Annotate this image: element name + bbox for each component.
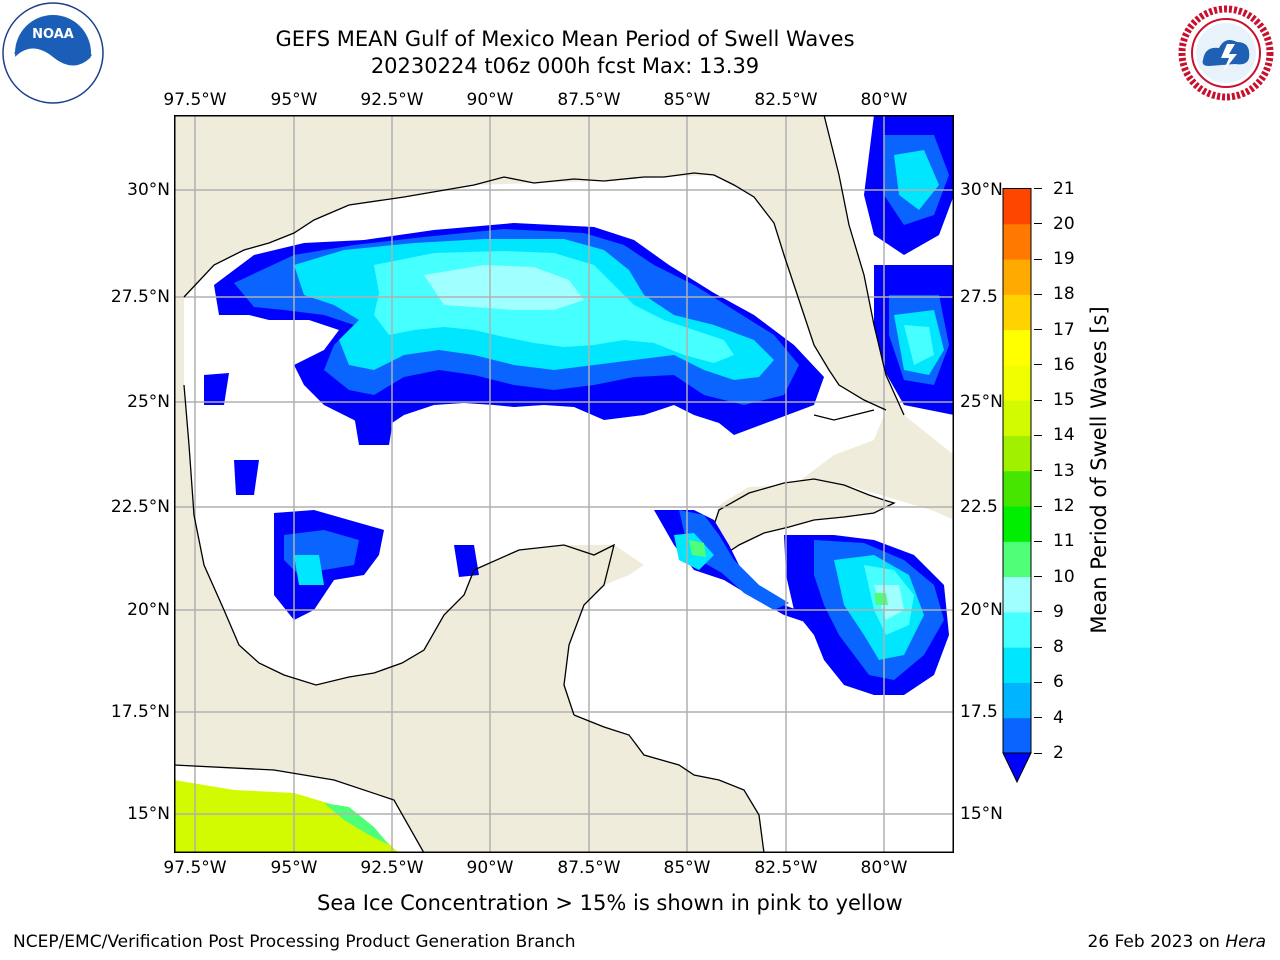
lat-label-left: 30°N (127, 180, 170, 200)
colorbar-tick-label: 19 (1053, 249, 1075, 270)
colorbar-tick-label: 16 (1053, 354, 1075, 375)
lon-label-top: 82.5°W (754, 90, 818, 110)
colorbar-tick-mark (1034, 576, 1042, 578)
lat-label-right: 25°N (960, 392, 1003, 412)
colorbar-tick-label: 11 (1053, 531, 1075, 552)
colorbar-tick-mark (1034, 293, 1042, 295)
lat-label-left: 15°N (127, 804, 170, 824)
graticule (174, 115, 954, 853)
colorbar-tick-mark (1034, 505, 1042, 507)
colorbar-tick-mark (1034, 223, 1042, 225)
gulf-of-mexico-map (174, 115, 954, 853)
colorbar-segment (1003, 611, 1031, 648)
chart-title: GEFS MEAN Gulf of Mexico Mean Period of … (275, 27, 855, 51)
colorbar-tick-label: 18 (1053, 284, 1075, 305)
colorbar-tick-mark (1034, 717, 1042, 719)
colorbar-title: Mean Period of Swell Waves [s] (1087, 306, 1111, 634)
colorbar-tick-mark (1034, 540, 1042, 542)
lon-label-top: 92.5°W (360, 90, 424, 110)
colorbar-tick-mark (1034, 646, 1042, 648)
colorbar-segment (1003, 188, 1031, 225)
colorbar-segment (1003, 506, 1031, 542)
lat-label-left: 22.5°N (110, 497, 170, 517)
colorbar-tick-mark (1034, 752, 1042, 754)
colorbar-segment (1003, 364, 1031, 401)
lat-label-left: 25°N (127, 392, 170, 412)
colorbar-tick-label: 2 (1053, 743, 1064, 763)
lon-label-top: 85°W (663, 90, 711, 110)
colorbar-tick-label: 6 (1053, 672, 1064, 693)
colorbar-segment (1003, 576, 1031, 613)
colorbar-tick-mark (1034, 681, 1042, 683)
lat-label-right: 22.5 (960, 497, 998, 517)
colorbar-segment (1003, 470, 1031, 507)
colorbar-frame (1002, 188, 1032, 754)
colorbar-tick-mark (1034, 329, 1042, 331)
colorbar-tick-label: 4 (1053, 707, 1064, 728)
colorbar-tick-label: 13 (1053, 460, 1075, 481)
lon-label-top: 90°W (466, 90, 514, 110)
colorbar-tick-label: 10 (1053, 566, 1075, 587)
lon-label-bottom: 80°W (860, 858, 908, 878)
colorbar-tick-mark (1034, 434, 1042, 436)
colorbar-tick-mark (1034, 611, 1042, 613)
colorbar-tick-label: 8 (1053, 637, 1064, 658)
colorbar-segment (1003, 682, 1031, 719)
map-frame (174, 115, 954, 853)
footer-date-text: 26 Feb 2023 on (1087, 932, 1226, 952)
colorbar (1002, 188, 1032, 784)
lon-label-top: 95°W (270, 90, 318, 110)
colorbar-tick-label: 17 (1053, 319, 1075, 340)
lat-label-right: 15°N (960, 804, 1003, 824)
lat-label-left: 17.5°N (110, 702, 170, 722)
colorbar-tick-mark (1034, 258, 1042, 260)
lat-label-left: 20°N (127, 600, 170, 620)
colorbar-tick-mark (1034, 188, 1042, 189)
noaa-logo: NOAA (2, 2, 104, 104)
noaa-logo-text: NOAA (32, 27, 74, 42)
lon-label-bottom: 82.5°W (754, 858, 818, 878)
colorbar-tick-label: 21 (1053, 178, 1075, 199)
colorbar-tick-label: 14 (1053, 425, 1075, 446)
coastlines (174, 115, 905, 853)
nws-logo (1177, 4, 1275, 102)
colorbar-tick-mark (1034, 399, 1042, 401)
colorbar-extend-triangle (1002, 752, 1032, 784)
footer-machine: Hera (1225, 932, 1266, 952)
colorbar-segment (1003, 435, 1031, 472)
colorbar-segment (1003, 259, 1031, 295)
colorbar-tick-label: 9 (1053, 601, 1064, 622)
lon-label-top: 80°W (860, 90, 908, 110)
lon-label-bottom: 92.5°W (360, 858, 424, 878)
chart-subtitle: 20230224 t06z 000h fcst Max: 13.39 (370, 54, 760, 78)
lat-label-right: 27.5 (960, 287, 998, 307)
footer-date: 26 Feb 2023 on Hera (1088, 932, 1266, 952)
colorbar-tick-label: 20 (1053, 213, 1075, 234)
colorbar-segment (1003, 294, 1031, 331)
lon-label-bottom: 97.5°W (163, 858, 227, 878)
colorbar-segment (1003, 717, 1031, 754)
colorbar-segment (1003, 647, 1031, 683)
lon-label-bottom: 87.5°W (557, 858, 621, 878)
lon-label-bottom: 90°W (466, 858, 514, 878)
lon-label-bottom: 85°W (663, 858, 711, 878)
lat-label-right: 30°N (960, 180, 1003, 200)
colorbar-segment (1003, 541, 1031, 578)
lat-label-right: 20°N (960, 600, 1003, 620)
lon-label-bottom: 95°W (270, 858, 318, 878)
lon-label-top: 87.5°W (557, 90, 621, 110)
lat-label-left: 27.5°N (110, 287, 170, 307)
lon-label-top: 97.5°W (163, 90, 227, 110)
sea-ice-footnote: Sea Ice Concentration > 15% is shown in … (317, 891, 903, 915)
colorbar-segment (1003, 223, 1031, 260)
colorbar-segment (1003, 400, 1031, 436)
colorbar-tick-mark (1034, 470, 1042, 472)
lat-label-right: 17.5 (960, 702, 998, 722)
colorbar-segment (1003, 329, 1031, 366)
colorbar-tick-label: 12 (1053, 496, 1075, 517)
footer-branch: NCEP/EMC/Verification Post Processing Pr… (13, 932, 576, 952)
colorbar-tick-mark (1034, 364, 1042, 366)
colorbar-tick-label: 15 (1053, 390, 1075, 411)
